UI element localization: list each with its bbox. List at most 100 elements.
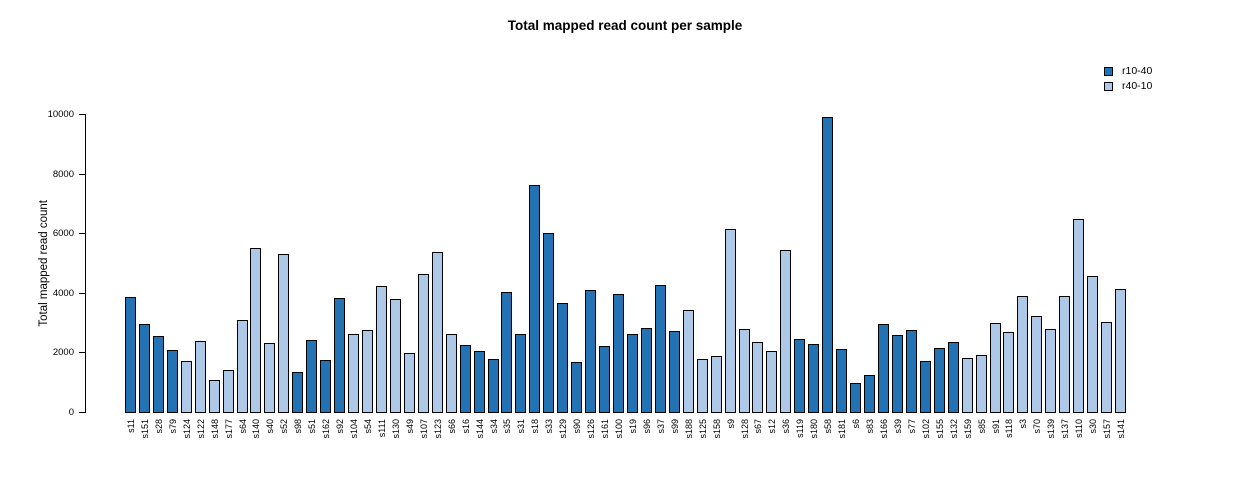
x-tick-label: s111 <box>377 419 387 438</box>
x-tick-label: s129 <box>558 419 568 439</box>
x-tick-label: s6 <box>851 419 861 429</box>
x-tick-label: s35 <box>502 419 512 434</box>
x-tick-label: s100 <box>614 419 624 439</box>
bar <box>139 324 150 413</box>
x-tick-label: s18 <box>530 419 540 434</box>
bar <box>167 350 178 413</box>
x-tick-label: s64 <box>238 419 248 434</box>
x-tick-label: s70 <box>1032 419 1042 434</box>
x-tick-label: s85 <box>977 419 987 434</box>
x-tick-label: s96 <box>642 419 652 434</box>
bar <box>906 330 917 413</box>
x-tick-label: s158 <box>712 419 722 439</box>
bar <box>334 298 345 413</box>
bar <box>306 340 317 413</box>
x-tick-label: s177 <box>224 419 234 439</box>
x-tick-label: s161 <box>600 419 610 439</box>
bar <box>474 351 485 413</box>
x-tick-label: s159 <box>963 419 973 439</box>
x-tick-label: s141 <box>1116 419 1126 439</box>
x-tick-label: s90 <box>572 419 582 434</box>
x-tick-label: s151 <box>140 419 150 439</box>
bar <box>948 342 959 413</box>
legend-swatch-icon <box>1104 67 1113 76</box>
bar <box>920 361 931 413</box>
x-tick-label: s92 <box>335 419 345 434</box>
bar <box>752 342 763 413</box>
x-tick-label: s9 <box>726 419 736 429</box>
bar <box>543 233 554 413</box>
bar <box>362 330 373 413</box>
bar <box>794 339 805 413</box>
legend-label: r40-10 <box>1122 80 1153 92</box>
chart-title: Total mapped read count per sample <box>507 18 743 33</box>
bar <box>432 252 443 413</box>
x-tick-label: s40 <box>265 419 275 434</box>
y-tick-label: 10000 <box>47 109 74 120</box>
bar <box>1087 276 1098 413</box>
x-tick-label: s128 <box>740 419 750 439</box>
x-tick-label: s33 <box>544 419 554 434</box>
x-tick-label: s162 <box>321 419 331 439</box>
x-tick-label: s102 <box>921 419 931 439</box>
x-tick-label: s36 <box>781 419 791 434</box>
bar <box>571 362 582 413</box>
x-tick-label: s148 <box>210 419 220 439</box>
x-tick-label: s11 <box>126 419 136 433</box>
bar <box>390 299 401 413</box>
bar <box>488 359 499 413</box>
x-tick-label: s104 <box>349 419 359 439</box>
bar <box>446 334 457 413</box>
bar <box>292 372 303 413</box>
x-tick-label: s67 <box>753 419 763 434</box>
x-tick-label: s140 <box>251 419 261 439</box>
x-tick-label: s52 <box>279 419 289 434</box>
bar <box>1017 296 1028 413</box>
legend: r10-40 r40-10 <box>1104 64 1152 94</box>
x-tick-label: s122 <box>196 419 206 439</box>
bar <box>627 334 638 413</box>
x-tick-label: s51 <box>307 419 317 434</box>
bar <box>613 294 624 413</box>
x-tick-label: s3 <box>1018 419 1028 429</box>
bar <box>418 274 429 413</box>
x-tick-label: s19 <box>628 419 638 434</box>
y-tick <box>79 233 85 234</box>
bar <box>976 355 987 413</box>
x-tick-label: s123 <box>433 419 443 439</box>
y-axis-title-wrap: Total mapped read count <box>36 114 52 412</box>
y-axis-line <box>85 114 86 413</box>
bar <box>725 229 736 413</box>
x-tick-label: s98 <box>293 419 303 434</box>
x-tick-label: s155 <box>935 419 945 439</box>
bar <box>766 351 777 413</box>
x-tick-label: s37 <box>656 419 666 434</box>
x-tick-label: s34 <box>489 419 499 434</box>
x-tick-label: s58 <box>823 419 833 434</box>
bar <box>250 248 261 413</box>
x-tick-label: s39 <box>893 419 903 434</box>
x-tick-label: s126 <box>586 419 596 439</box>
bar <box>460 345 471 413</box>
x-tick-label: s66 <box>447 419 457 434</box>
bar <box>711 356 722 413</box>
x-tick-label: s125 <box>698 419 708 439</box>
y-tick-label: 0 <box>68 407 74 418</box>
x-tick-label: s16 <box>461 419 471 434</box>
x-tick-label: s28 <box>154 419 164 434</box>
bar <box>223 370 234 413</box>
bar <box>934 348 945 413</box>
bar <box>209 380 220 413</box>
x-tick-label: s54 <box>363 419 373 434</box>
bar <box>515 334 526 413</box>
bar <box>264 343 275 413</box>
bar <box>501 292 512 413</box>
x-tick-label: s99 <box>670 419 680 434</box>
bar <box>892 335 903 413</box>
bar <box>599 346 610 413</box>
x-tick-label: s118 <box>1004 419 1014 438</box>
bar <box>655 285 666 413</box>
x-tick-label: s180 <box>809 419 819 439</box>
bar <box>990 323 1001 413</box>
